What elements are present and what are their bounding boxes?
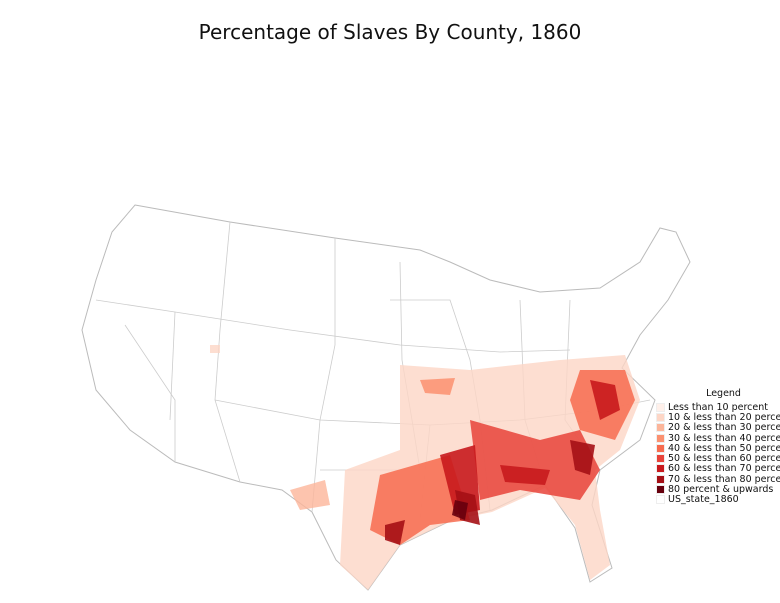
legend-item: US_state_1860 <box>656 494 780 506</box>
map-title: Percentage of Slaves By County, 1860 <box>198 20 582 44</box>
legend-label: 20 & less than 30 percent <box>668 422 780 434</box>
legend-swatch <box>656 402 665 412</box>
legend-label: US_state_1860 <box>668 494 739 506</box>
legend-label: 50 & less than 60 percent <box>668 453 780 465</box>
legend-swatch <box>656 423 665 433</box>
county-shading <box>210 345 640 590</box>
legend-swatch <box>656 412 665 422</box>
legend-title: Legend <box>706 388 741 399</box>
legend-swatch <box>656 454 665 464</box>
legend-label: 30 & less than 40 percent <box>668 432 780 444</box>
legend-swatch <box>656 485 665 495</box>
legend-item: 70 & less than 80 percent <box>656 473 780 485</box>
legend-swatch <box>656 443 665 453</box>
legend-item: 80 percent & upwards <box>656 484 780 496</box>
legend-label: 60 & less than 70 percent <box>668 463 780 475</box>
legend-label: 70 & less than 80 percent <box>668 473 780 485</box>
legend-item: 10 & less than 20 percent <box>656 411 780 423</box>
legend-label: 80 percent & upwards <box>668 484 774 496</box>
legend-swatch <box>656 433 665 443</box>
legend-swatch <box>656 474 665 484</box>
legend-item: 50 & less than 60 percent <box>656 453 780 465</box>
legend-item: 60 & less than 70 percent <box>656 463 780 475</box>
legend-item: 30 & less than 40 percent <box>656 432 780 444</box>
legend-swatch <box>656 495 665 505</box>
legend-items: Less than 10 percent 10 & less than 20 pe… <box>656 402 780 505</box>
legend-swatch <box>656 464 665 474</box>
legend-label: 10 & less than 20 percent <box>668 411 780 423</box>
legend-item: 20 & less than 30 percent <box>656 422 780 434</box>
legend-label: Less than 10 percent <box>668 401 768 413</box>
legend-item: 40 & less than 50 percent <box>656 442 780 454</box>
legend: Legend Less than 10 percent 10 & less tha… <box>656 388 780 505</box>
legend-label: 40 & less than 50 percent <box>668 442 780 454</box>
legend-item: Less than 10 percent <box>656 401 780 413</box>
